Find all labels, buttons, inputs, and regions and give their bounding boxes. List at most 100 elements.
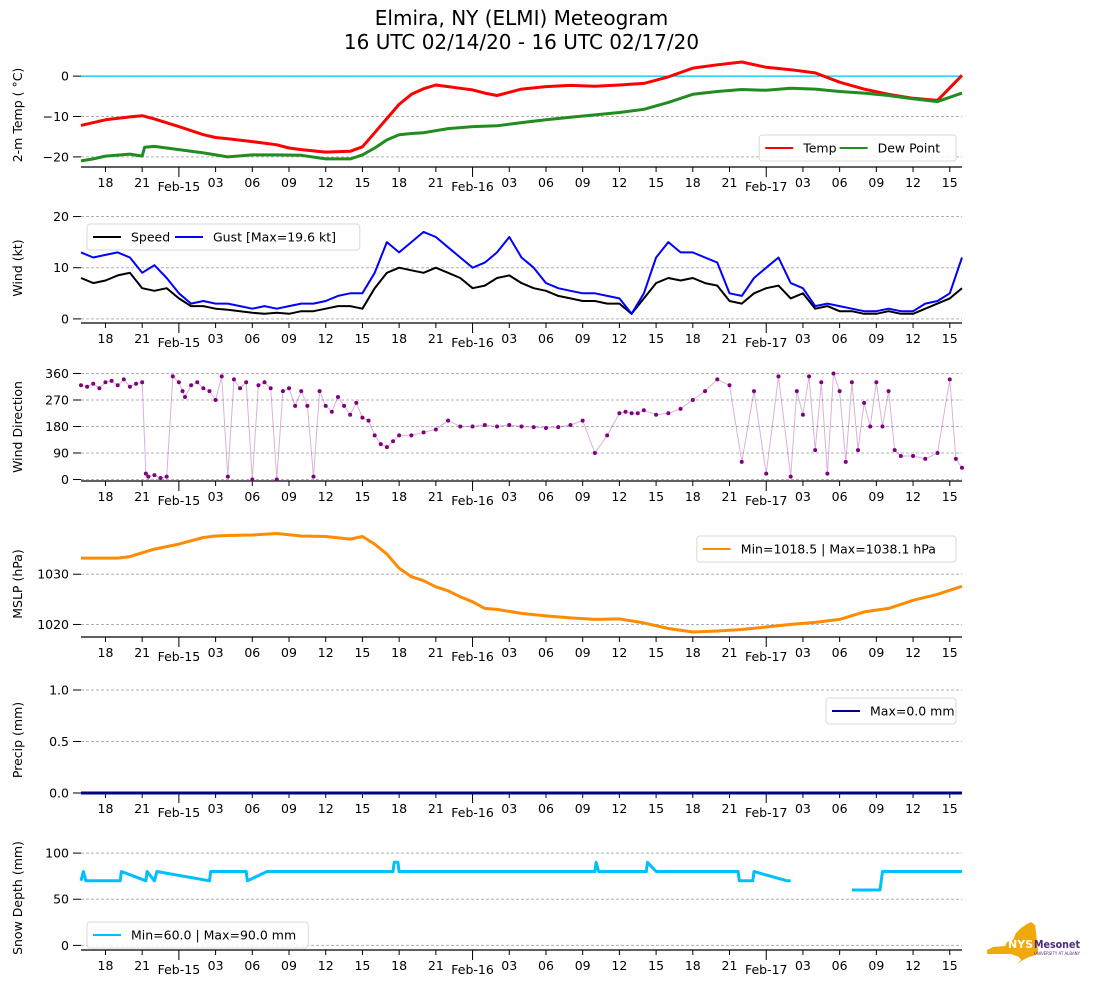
precip-xtick-label: 09 <box>575 801 591 816</box>
wdir-point <box>703 389 708 394</box>
precip-ytick-label: 1.0 <box>49 683 69 698</box>
temp-xtick-label: 15 <box>354 175 370 190</box>
wdir-point <box>329 409 334 414</box>
wind-legend-label: Speed <box>131 230 170 245</box>
temp-ytick-label: 0 <box>61 69 69 84</box>
precip-xtick-label: 12 <box>318 801 334 816</box>
wdir-xtick-label: 06 <box>832 489 848 504</box>
wdir-point <box>342 403 347 408</box>
wdir-xtick-label: 06 <box>538 489 554 504</box>
temp-xtick-label: 03 <box>501 175 517 190</box>
wdir-point <box>605 433 610 438</box>
wdir-point <box>892 448 897 453</box>
snow-series-0 <box>79 860 962 892</box>
wdir-point <box>568 423 573 428</box>
mslp-xtick-label: 15 <box>942 645 958 660</box>
wdir-point <box>378 442 383 447</box>
wdir-point <box>256 383 261 388</box>
snow-legend-box <box>86 921 309 949</box>
temp-series-0 <box>80 60 964 154</box>
wdir-point <box>831 371 836 376</box>
snow-xtick-label: 06 <box>244 958 260 973</box>
wind-xtick-label: 12 <box>318 331 334 346</box>
wdir-point <box>274 477 279 482</box>
wind-xtick-label: 15 <box>942 331 958 346</box>
wdir-point <box>666 411 671 416</box>
wdir-point <box>244 380 249 385</box>
wdir-xtick-label: 12 <box>611 489 627 504</box>
wdir-point <box>813 448 818 453</box>
precip-xtick-label: 09 <box>868 801 884 816</box>
mslp-xtick-label: 21 <box>428 645 444 660</box>
wdir-point <box>446 418 451 423</box>
precip-xtick-label: 03 <box>208 801 224 816</box>
wdir-point <box>776 374 781 379</box>
wdir-point <box>299 389 304 394</box>
mslp-xtick-label: 03 <box>795 645 811 660</box>
wdir-xtick-label: 21 <box>722 489 738 504</box>
wdir-point <box>140 380 145 385</box>
wdir-point <box>115 383 120 388</box>
wdir-xtick-label: 21 <box>134 489 150 504</box>
mslp-xtick-label: 09 <box>868 645 884 660</box>
temp-xtick-label: 09 <box>281 175 297 190</box>
wdir-point <box>195 380 200 385</box>
wdir-point <box>531 425 536 430</box>
snow-ytick-label: 0 <box>61 938 69 953</box>
mslp-xtick-label: 18 <box>98 645 114 660</box>
snow-day-label: Feb-16 <box>451 962 494 977</box>
wind-xtick-label: 18 <box>98 331 114 346</box>
logo-sub-text: UNIVERSITY AT ALBANY <box>1034 951 1081 956</box>
mslp-day-label: Feb-15 <box>158 649 201 664</box>
wdir-point <box>849 380 854 385</box>
temp-ytick-label: −10 <box>43 109 69 124</box>
mslp-xtick-label: 18 <box>685 645 701 660</box>
snow-xtick-label: 15 <box>942 958 958 973</box>
mslp-ylabel: MSLP (hPa) <box>10 549 25 619</box>
wdir-point <box>911 453 916 458</box>
precip-xtick-label: 15 <box>354 801 370 816</box>
precip-ylabel: Precip (mm) <box>10 702 25 778</box>
wdir-point <box>421 430 426 435</box>
wdir-point <box>97 386 102 391</box>
precip-xtick-label: 12 <box>905 801 921 816</box>
wind-xtick-label: 09 <box>281 331 297 346</box>
wdir-point <box>238 386 243 391</box>
precip-legend-label: Max=0.0 mm <box>870 704 955 719</box>
wdir-point <box>635 411 640 416</box>
wdir-point <box>458 424 463 429</box>
wind-xtick-label: 15 <box>354 331 370 346</box>
temp-xtick-label: 09 <box>868 175 884 190</box>
precip-xtick-label: 03 <box>795 801 811 816</box>
wdir-day-label: Feb-17 <box>745 493 788 508</box>
wdir-point <box>727 383 732 388</box>
precip-xtick-label: 21 <box>722 801 738 816</box>
mslp-xtick-label: 09 <box>575 645 591 660</box>
precip-xtick-label: 09 <box>281 801 297 816</box>
wdir-point <box>103 380 108 385</box>
wdir-point <box>207 389 212 394</box>
wind-xtick-label: 18 <box>685 331 701 346</box>
mslp-legend-label: Min=1018.5 | Max=1038.1 hPa <box>741 542 936 557</box>
wind-xtick-label: 03 <box>208 331 224 346</box>
temp-xtick-label: 15 <box>648 175 664 190</box>
mslp-ytick-label: 1020 <box>37 617 69 632</box>
wdir-xtick-label: 12 <box>905 489 921 504</box>
wdir-point <box>397 433 402 438</box>
wdir-point <box>366 418 371 423</box>
temp-xtick-label: 18 <box>98 175 114 190</box>
wind-legend-label: Gust [Max=19.6 kt] <box>213 230 336 245</box>
wind-xtick-label: 09 <box>868 331 884 346</box>
nys-mesonet-logo: NYS Mesonet UNIVERSITY AT ALBANY <box>983 920 1083 968</box>
mslp-xtick-label: 03 <box>501 645 517 660</box>
snow-xtick-label: 03 <box>208 958 224 973</box>
snow-ytick-label: 50 <box>53 892 69 907</box>
wdir-day-label: Feb-16 <box>451 493 494 508</box>
wind-ytick-label: 10 <box>53 260 69 275</box>
mslp-xtick-label: 21 <box>134 645 150 660</box>
precip-ytick-label: 0.0 <box>49 786 69 801</box>
snow-xtick-label: 15 <box>354 958 370 973</box>
snow-panel: 0 50 100 Snow Depth (mm) 18 21 03 06 09 12 15 18 21 0… <box>10 841 962 977</box>
wdir-ytick-label: 360 <box>45 366 69 381</box>
